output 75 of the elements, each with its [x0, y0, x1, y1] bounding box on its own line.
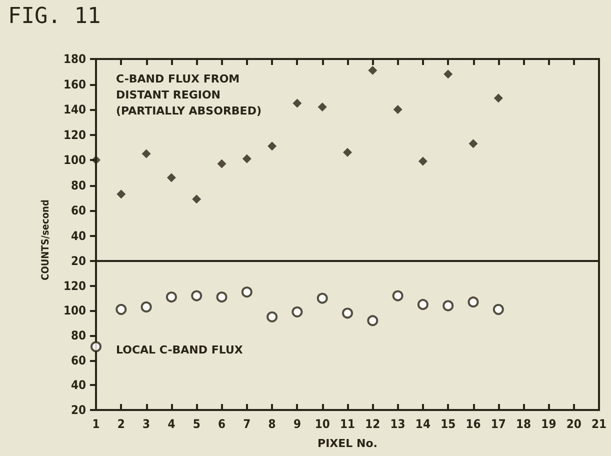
legend-label: C-BAND FLUX FROM DISTANT REGION (PARTIALLY ABSORBED) — [116, 72, 262, 118]
y-tick-label: 180 — [63, 52, 86, 66]
x-tick-label: 2 — [117, 417, 125, 431]
chart-title: FIG. 11 — [8, 4, 101, 29]
y-tick-label: 20 — [70, 254, 86, 268]
point — [292, 98, 302, 108]
x-tick-label: 14 — [415, 417, 431, 431]
x-tick-label: 5 — [192, 417, 200, 431]
point — [292, 306, 303, 318]
point — [142, 149, 151, 158]
x-tick-label: 21 — [591, 417, 607, 431]
point — [468, 139, 478, 148]
point — [192, 194, 202, 204]
x-tick-label: 1 — [92, 417, 100, 431]
x-tick-label: 19 — [541, 417, 556, 431]
y-tick-label: 20 — [70, 403, 86, 417]
point — [417, 298, 428, 310]
point — [266, 311, 278, 322]
point — [241, 286, 252, 298]
point — [343, 148, 352, 157]
point — [342, 308, 353, 319]
point — [492, 304, 504, 315]
x-tick-label: 16 — [466, 417, 481, 431]
point — [90, 341, 102, 352]
x-tick-label: 8 — [268, 417, 276, 431]
x-tick-label: 3 — [142, 417, 150, 431]
point — [116, 190, 126, 199]
y-tick-label: 140 — [63, 102, 86, 116]
y-tick-label: 80 — [70, 178, 86, 192]
point — [166, 292, 177, 303]
point — [216, 292, 228, 303]
point — [393, 105, 402, 114]
point — [191, 290, 202, 302]
point — [166, 173, 176, 182]
y-tick-label: 40 — [70, 378, 86, 392]
point — [392, 290, 404, 302]
point — [468, 296, 479, 308]
y-axis-title: COUNTS/second — [40, 200, 52, 280]
x-tick-label: 17 — [490, 417, 506, 431]
y-tick-label: 100 — [63, 304, 86, 318]
x-tick-label: 12 — [365, 417, 380, 431]
point — [217, 159, 226, 168]
y-tick-label: 80 — [70, 328, 86, 342]
x-tick-label: 15 — [440, 417, 456, 431]
x-tick-label: 13 — [390, 417, 406, 431]
point — [92, 156, 100, 164]
point — [494, 94, 503, 103]
x-tick-label: 18 — [516, 417, 532, 431]
x-tick-label: 6 — [218, 417, 226, 431]
y-tick-label: 60 — [70, 204, 86, 218]
y-tick-label: 60 — [70, 353, 86, 368]
y-tick-label: 40 — [70, 228, 86, 243]
x-tick-label: 10 — [314, 417, 330, 431]
y-tick-label: 160 — [63, 77, 86, 92]
point — [442, 300, 454, 312]
point — [140, 301, 152, 312]
x-axis-title: PIXEL No. — [318, 437, 378, 450]
x-tick-label: 7 — [243, 417, 251, 431]
y-tick-label: 100 — [63, 153, 86, 167]
point — [318, 102, 327, 112]
point — [242, 154, 252, 164]
x-tick-label: 4 — [168, 417, 176, 431]
y-tick-label: 120 — [63, 128, 86, 142]
point — [444, 70, 453, 79]
x-tick-label: 11 — [340, 417, 356, 431]
series-label: LOCAL C-BAND FLUX — [116, 344, 244, 356]
x-tick-label: 9 — [293, 417, 301, 431]
point — [268, 142, 277, 151]
point — [418, 156, 428, 166]
point — [367, 315, 378, 326]
point — [116, 304, 127, 315]
x-tick-label: 20 — [566, 417, 582, 431]
y-tick-label: 120 — [63, 278, 86, 293]
point — [368, 66, 378, 75]
point — [316, 292, 328, 304]
